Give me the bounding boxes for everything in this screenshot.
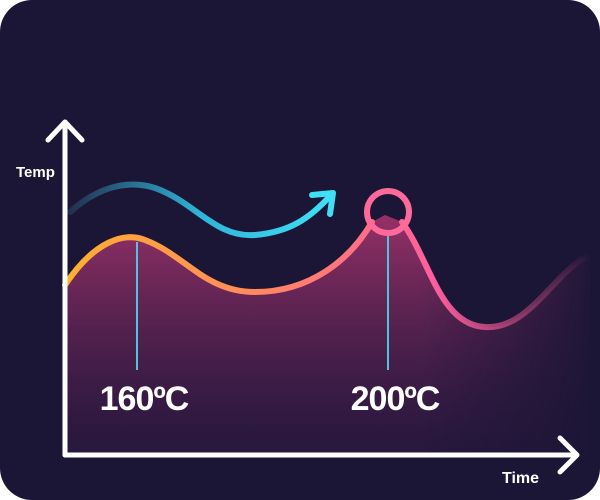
trend-arrowhead	[309, 190, 336, 217]
y-axis	[45, 119, 85, 458]
y-axis-label: Temp	[16, 164, 55, 181]
x-axis-label: Time	[502, 470, 539, 487]
annotation-label: 200ºC	[351, 380, 440, 418]
trend-curve	[67, 181, 333, 239]
peak-marker	[364, 188, 412, 236]
annotation-label: 160ºC	[100, 380, 189, 418]
temperature-curve	[62, 219, 593, 331]
x-axis	[62, 435, 580, 475]
